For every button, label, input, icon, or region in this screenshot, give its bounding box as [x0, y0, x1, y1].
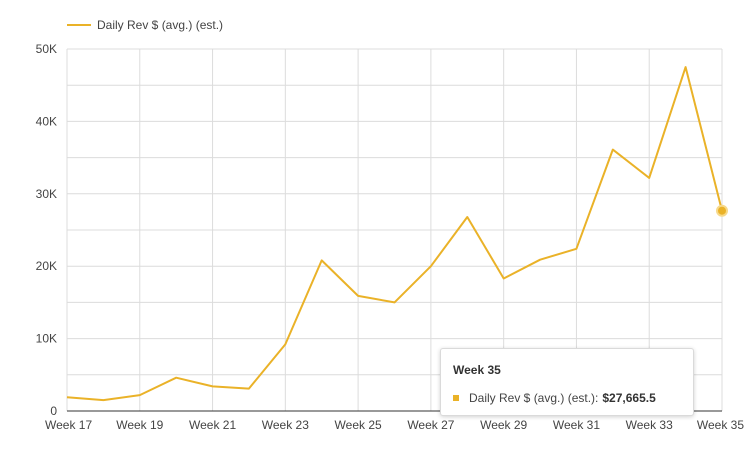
- x-tick-label: Week 17: [45, 418, 92, 432]
- data-point: [393, 300, 397, 304]
- data-point: [174, 376, 178, 380]
- tooltip-value: $27,665.5: [602, 391, 656, 405]
- y-tick-label: 30K: [36, 187, 57, 201]
- y-tick-label: 40K: [36, 114, 57, 128]
- tooltip-swatch: [453, 395, 459, 401]
- x-tick-label: Week 23: [262, 418, 309, 432]
- y-tick-label: 50K: [36, 42, 57, 56]
- data-point: [247, 387, 251, 391]
- x-tick-label: Week 21: [189, 418, 236, 432]
- data-point: [502, 277, 506, 281]
- data-point: [101, 398, 105, 402]
- x-tick-label: Week 19: [116, 418, 163, 432]
- x-tick-label: Week 31: [553, 418, 600, 432]
- x-tick-label: Week 33: [626, 418, 673, 432]
- legend[interactable]: Daily Rev $ (avg.) (est.): [67, 18, 223, 32]
- tooltip-title: Week 35: [453, 363, 501, 377]
- tooltip: Week 35 Daily Rev $ (avg.) (est.): $27,6…: [440, 348, 694, 416]
- tooltip-row: Daily Rev $ (avg.) (est.): $27,665.5: [453, 391, 656, 405]
- y-tick-label: 10K: [36, 332, 57, 346]
- legend-label: Daily Rev $ (avg.) (est.): [97, 18, 224, 32]
- data-point: [429, 264, 433, 268]
- x-tick-label: Week 35: [697, 418, 744, 432]
- data-point: [684, 65, 688, 69]
- data-point: [320, 258, 324, 262]
- data-point: [611, 148, 615, 152]
- y-tick-label: 20K: [36, 259, 57, 273]
- data-point: [647, 176, 651, 180]
- data-point: [465, 215, 469, 219]
- x-tick-label: Week 25: [335, 418, 382, 432]
- data-point: [138, 393, 142, 397]
- legend-swatch: [67, 24, 91, 26]
- data-point: [65, 395, 69, 399]
- tooltip-label: Daily Rev $ (avg.) (est.):: [469, 391, 599, 405]
- data-point: [356, 294, 360, 298]
- x-tick-label: Week 27: [407, 418, 454, 432]
- x-tick-label: Week 29: [480, 418, 527, 432]
- data-point: [574, 247, 578, 251]
- y-tick-label: 0: [50, 404, 57, 418]
- data-point: [538, 258, 542, 262]
- series-line: [66, 66, 723, 402]
- data-point: [211, 384, 215, 388]
- highlighted-data-point: [716, 204, 728, 217]
- data-point: [283, 342, 287, 346]
